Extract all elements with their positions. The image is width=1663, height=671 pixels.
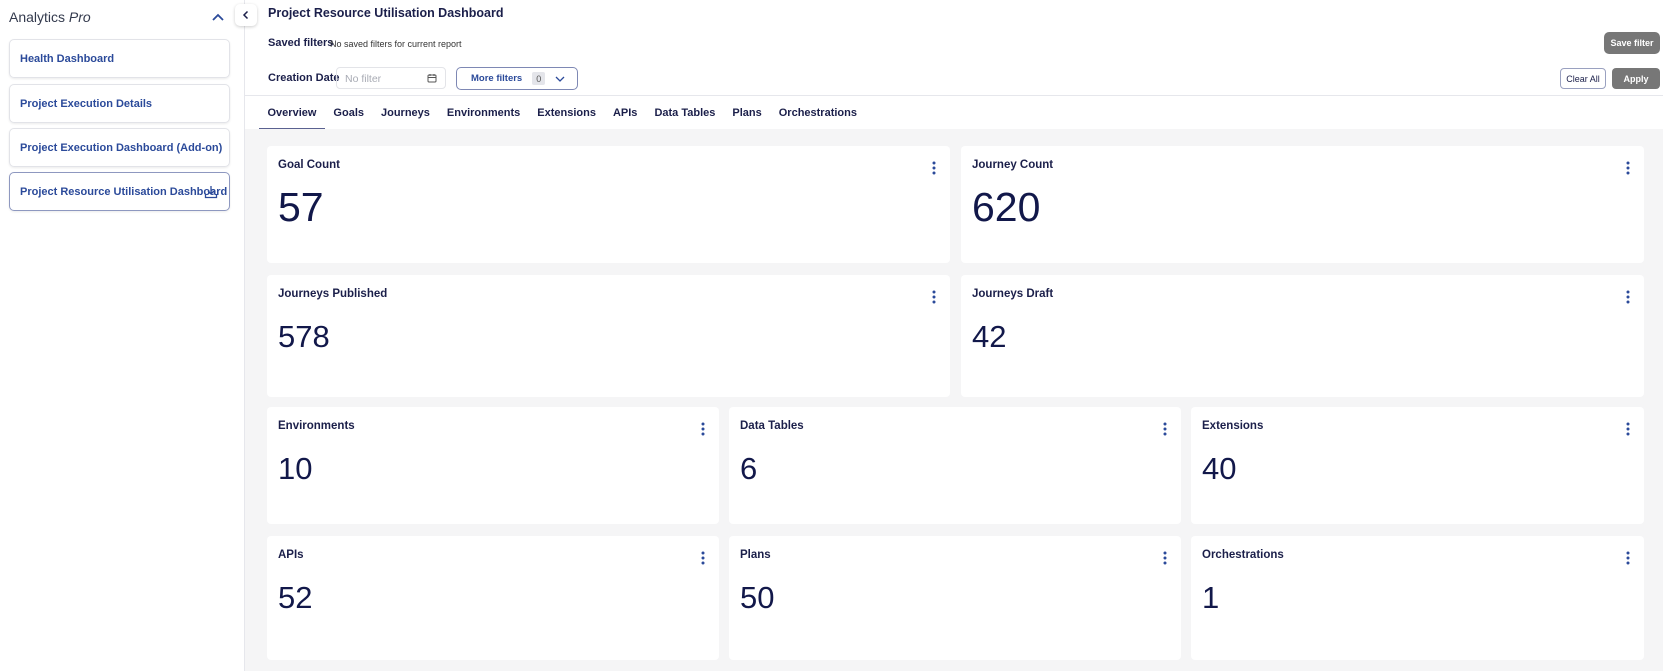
- metric-card: Data Tables 6: [729, 407, 1181, 524]
- metric-card: Journey Count 620: [961, 146, 1644, 263]
- metric-card: Environments 10: [267, 407, 719, 524]
- card-title: Journey Count: [972, 159, 1054, 171]
- card-value: 40: [1202, 451, 1237, 486]
- page-title: Project Resource Utilisation Dashboard: [268, 6, 504, 20]
- card-value: 57: [278, 184, 324, 230]
- tab-journeys[interactable]: Journeys: [381, 107, 430, 119]
- sidebar-item-label: Health Dashboard: [20, 52, 115, 65]
- card-title: APIs: [278, 549, 304, 561]
- save-filter-button[interactable]: Save filter: [1604, 32, 1660, 54]
- metric-card: APIs 52: [267, 536, 719, 660]
- tab-orchestrations[interactable]: Orchestrations: [778, 107, 857, 119]
- calendar-icon: [427, 74, 437, 83]
- metric-card: Orchestrations 1: [1191, 536, 1644, 660]
- card-title: Data Tables: [740, 420, 804, 432]
- card-value: 50: [740, 580, 775, 615]
- more-options-icon[interactable]: [1626, 422, 1630, 436]
- tab-plans[interactable]: Plans: [732, 107, 762, 119]
- tab-bar: Overview Goals Journeys Environments Ext…: [259, 107, 865, 129]
- tab-data-tables[interactable]: Data Tables: [654, 107, 716, 119]
- metric-card: Journeys Published 578: [267, 275, 950, 397]
- sidebar: Analytics Pro Health Dashboard Project E…: [0, 0, 245, 671]
- sidebar-item-label: Project Resource Utilisation Dashboard: [20, 185, 228, 198]
- card-value: 578: [278, 319, 330, 354]
- card-value: 42: [972, 319, 1007, 354]
- apply-button[interactable]: Apply: [1612, 68, 1660, 89]
- metric-card: Journeys Draft 42: [961, 275, 1644, 397]
- card-value: 1: [1202, 580, 1220, 615]
- sidebar-item-health-dashboard[interactable]: Health Dashboard: [9, 39, 230, 78]
- tab-apis[interactable]: APIs: [612, 107, 638, 119]
- more-filters-label: More filters: [471, 73, 523, 84]
- saved-filters-value: No saved filters for current report: [330, 39, 462, 49]
- tab-extensions[interactable]: Extensions: [537, 107, 596, 119]
- brand-name: Analytics: [9, 9, 66, 25]
- more-options-icon[interactable]: [932, 290, 936, 304]
- more-options-icon[interactable]: [1626, 290, 1630, 304]
- more-options-icon[interactable]: [1626, 161, 1630, 175]
- creation-date-placeholder: No filter: [345, 73, 382, 85]
- sidebar-item-label: Project Execution Dashboard (Add-on): [20, 141, 223, 154]
- card-title: Orchestrations: [1202, 549, 1284, 561]
- tab-environments[interactable]: Environments: [446, 107, 521, 119]
- sidebar-item-project-execution-details[interactable]: Project Execution Details: [9, 84, 230, 123]
- tab-overview[interactable]: Overview: [259, 107, 325, 129]
- more-options-icon[interactable]: [701, 551, 705, 565]
- metric-card: Goal Count 57: [267, 146, 950, 263]
- header-divider: [245, 95, 1663, 96]
- sidebar-item-project-resource-utilisation[interactable]: Project Resource Utilisation Dashboard: [9, 172, 230, 211]
- creation-date-label: Creation Date: [268, 72, 340, 84]
- creation-date-input[interactable]: No filter: [336, 67, 446, 89]
- more-filters-button[interactable]: More filters 0: [456, 67, 578, 90]
- chevron-up-icon[interactable]: [210, 9, 226, 25]
- app-brand: Analytics Pro: [9, 9, 91, 25]
- chevron-down-icon: [555, 76, 565, 82]
- clear-all-button[interactable]: Clear All: [1560, 68, 1606, 89]
- sidebar-item-project-execution-dashboard[interactable]: Project Execution Dashboard (Add-on): [9, 128, 230, 167]
- card-value: 620: [972, 184, 1041, 230]
- card-title: Journeys Draft: [972, 288, 1054, 300]
- brand-suffix: Pro: [68, 9, 91, 25]
- card-value: 6: [740, 451, 758, 486]
- card-title: Journeys Published: [278, 288, 388, 300]
- collapse-sidebar-button[interactable]: [235, 4, 257, 26]
- dashboard-content: Goal Count 57 Journey Count 620 Journeys P…: [245, 129, 1663, 671]
- saved-filters-label: Saved filters: [268, 37, 334, 49]
- card-title: Environments: [278, 420, 355, 432]
- metric-card: Plans 50: [729, 536, 1181, 660]
- more-filters-count: 0: [532, 72, 546, 85]
- more-options-icon[interactable]: [1626, 551, 1630, 565]
- download-icon[interactable]: [204, 185, 218, 199]
- tab-goals[interactable]: Goals: [333, 107, 364, 119]
- card-title: Extensions: [1202, 420, 1264, 432]
- card-title: Goal Count: [278, 159, 340, 171]
- more-options-icon[interactable]: [932, 161, 936, 175]
- more-options-icon[interactable]: [1163, 422, 1167, 436]
- card-value: 52: [278, 580, 313, 615]
- metric-card: Extensions 40: [1191, 407, 1644, 524]
- card-value: 10: [278, 451, 313, 486]
- sidebar-item-label: Project Execution Details: [20, 97, 153, 110]
- chevron-left-icon: [242, 10, 249, 20]
- card-title: Plans: [740, 549, 771, 561]
- more-options-icon[interactable]: [1163, 551, 1167, 565]
- more-options-icon[interactable]: [701, 422, 705, 436]
